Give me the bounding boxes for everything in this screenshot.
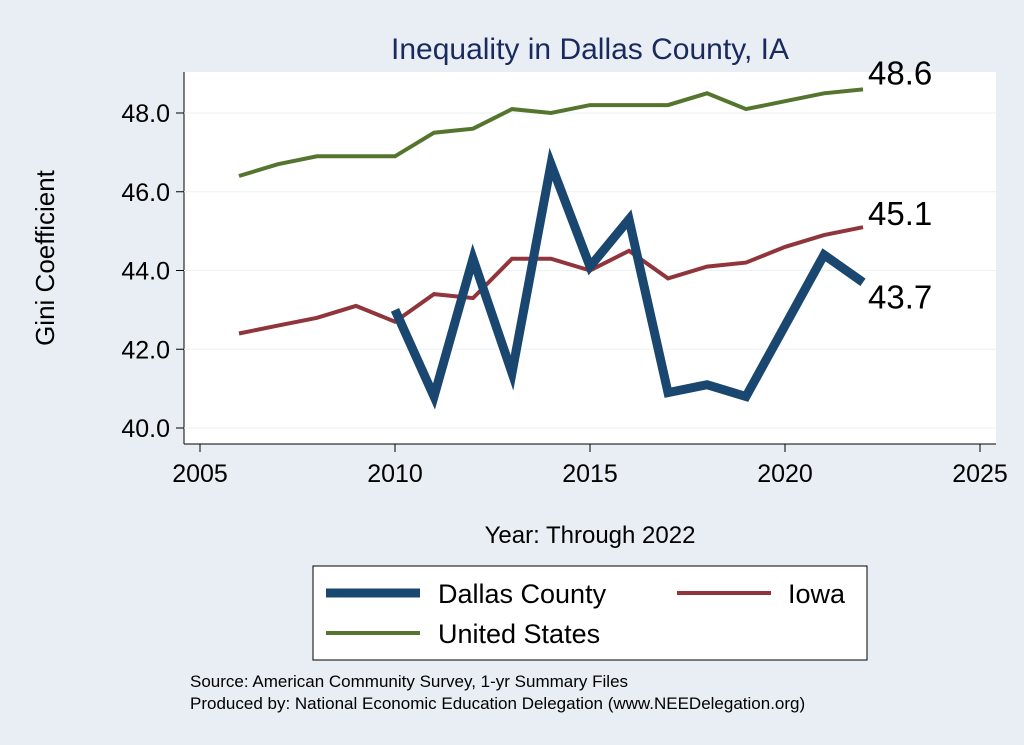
- chart-title: Inequality in Dallas County, IA: [391, 33, 789, 66]
- y-tick-label: 46.0: [121, 179, 170, 207]
- end-labels: 43.7 45.1 48.6: [868, 54, 932, 315]
- y-axis-label: Gini Coefficient: [30, 169, 60, 346]
- gridlines: [184, 112, 996, 429]
- y-tick-label: 48.0: [121, 100, 170, 128]
- y-tick-label: 40.0: [121, 415, 170, 443]
- end-label-dallas-county: 43.7: [868, 278, 932, 315]
- end-label-united-states: 48.6: [868, 54, 932, 91]
- legend-box: [312, 565, 868, 661]
- x-axis: 2005 2010 2015 2020 2025: [172, 444, 1008, 488]
- x-tick-label: 2025: [952, 460, 1008, 488]
- end-label-iowa: 45.1: [868, 195, 932, 232]
- x-tick-label: 2015: [562, 460, 618, 488]
- y-tick-label: 44.0: [121, 258, 170, 286]
- series-line-iowa: [238, 225, 864, 336]
- series-line-united-states: [238, 87, 864, 178]
- x-tick-label: 2010: [367, 460, 423, 488]
- y-axis: 40.0 42.0 44.0 46.0 48.0: [121, 100, 184, 443]
- y-tick-label: 42.0: [121, 336, 170, 364]
- series-lines: [238, 87, 866, 410]
- series-line-dallas-county: [390, 147, 866, 410]
- legend-label-dallas-county: Dallas County: [438, 579, 607, 609]
- legend-label-iowa: Iowa: [788, 579, 846, 609]
- source-note: Source: American Community Survey, 1-yr …: [190, 672, 628, 691]
- x-axis-label: Year: Through 2022: [485, 522, 696, 549]
- produced-by-note: Produced by: National Economic Education…: [190, 694, 805, 713]
- legend: Dallas County Iowa United States: [312, 565, 868, 661]
- x-tick-label: 2005: [172, 460, 228, 488]
- x-tick-label: 2020: [757, 460, 813, 488]
- legend-label-united-states: United States: [438, 619, 600, 649]
